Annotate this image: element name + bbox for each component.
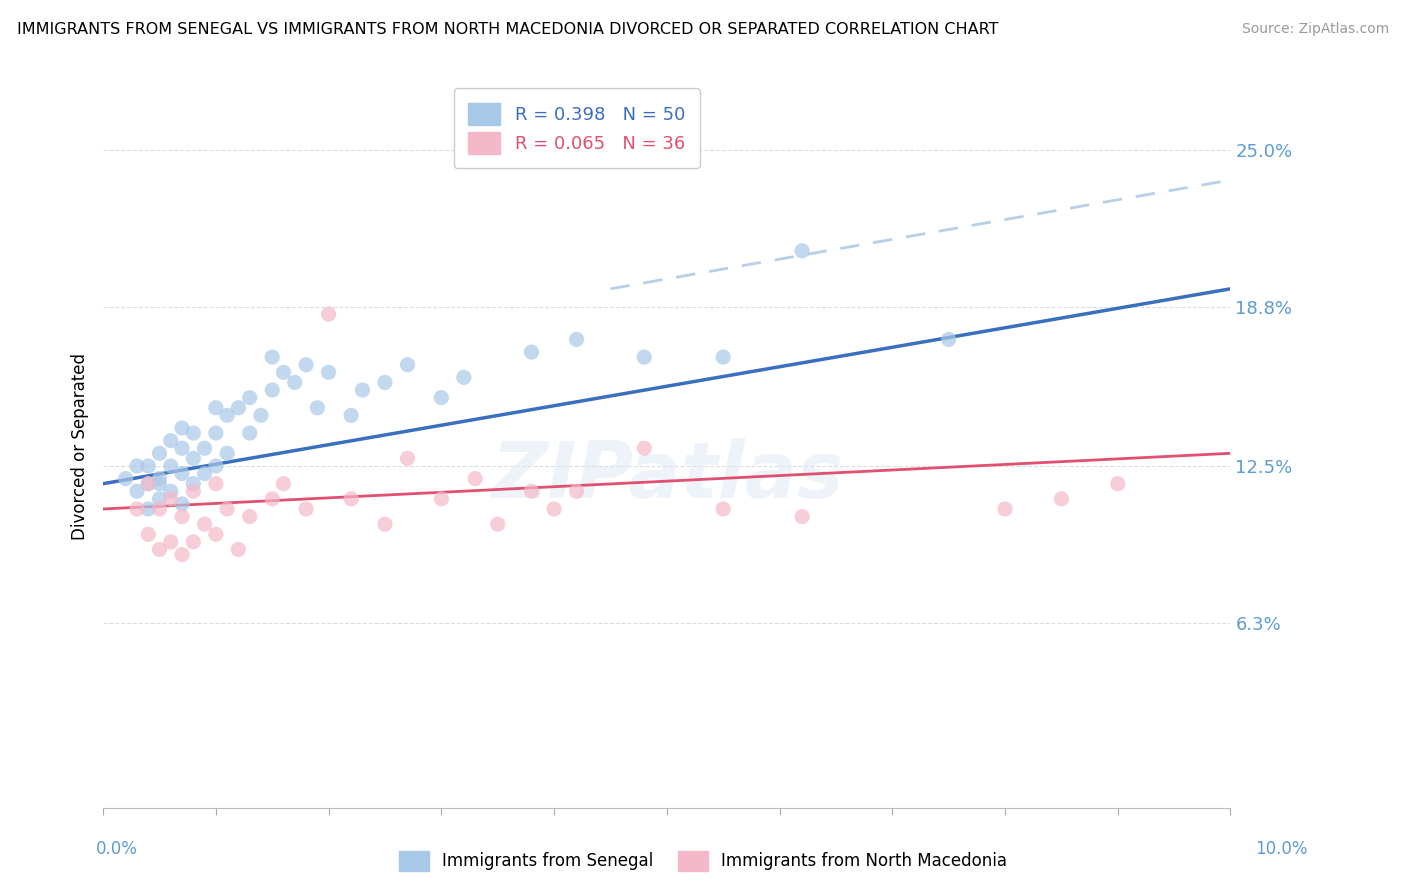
- Point: [284, 376, 307, 390]
- Point: [633, 350, 655, 364]
- Point: [565, 333, 588, 347]
- Point: [136, 476, 159, 491]
- Point: [217, 409, 239, 423]
- Point: [170, 497, 193, 511]
- Text: ZIPatlas: ZIPatlas: [491, 438, 844, 514]
- Point: [543, 502, 565, 516]
- Point: [430, 391, 453, 405]
- Point: [396, 451, 419, 466]
- Point: [307, 401, 329, 415]
- Point: [148, 472, 170, 486]
- Point: [148, 502, 170, 516]
- Point: [114, 472, 136, 486]
- Point: [295, 502, 318, 516]
- Point: [136, 476, 159, 491]
- Point: [340, 491, 363, 506]
- Text: Source: ZipAtlas.com: Source: ZipAtlas.com: [1241, 22, 1389, 37]
- Point: [136, 458, 159, 473]
- Point: [374, 517, 396, 532]
- Point: [633, 442, 655, 456]
- Point: [711, 350, 734, 364]
- Point: [159, 534, 181, 549]
- Point: [273, 365, 295, 379]
- Point: [217, 446, 239, 460]
- Point: [181, 534, 204, 549]
- Point: [170, 548, 193, 562]
- Point: [938, 333, 960, 347]
- Point: [295, 358, 318, 372]
- Point: [318, 307, 340, 321]
- Point: [205, 401, 228, 415]
- Point: [228, 401, 250, 415]
- Point: [159, 434, 181, 448]
- Point: [136, 502, 159, 516]
- Point: [148, 542, 170, 557]
- Point: [159, 491, 181, 506]
- Point: [194, 517, 217, 532]
- Point: [205, 458, 228, 473]
- Point: [159, 484, 181, 499]
- Point: [136, 527, 159, 541]
- Point: [194, 442, 217, 456]
- Point: [340, 409, 363, 423]
- Point: [205, 527, 228, 541]
- Point: [520, 345, 543, 359]
- Point: [520, 484, 543, 499]
- Point: [148, 476, 170, 491]
- Point: [262, 383, 284, 397]
- Point: [486, 517, 509, 532]
- Point: [170, 442, 193, 456]
- Point: [228, 542, 250, 557]
- Point: [994, 502, 1017, 516]
- Point: [159, 458, 181, 473]
- Point: [125, 502, 148, 516]
- Point: [239, 509, 262, 524]
- Point: [181, 451, 204, 466]
- Point: [430, 491, 453, 506]
- Point: [181, 484, 204, 499]
- Point: [318, 365, 340, 379]
- Text: 0.0%: 0.0%: [96, 840, 138, 858]
- Text: 10.0%: 10.0%: [1256, 840, 1308, 858]
- Point: [711, 502, 734, 516]
- Point: [170, 509, 193, 524]
- Point: [464, 472, 486, 486]
- Point: [205, 476, 228, 491]
- Point: [194, 467, 217, 481]
- Point: [790, 509, 813, 524]
- Point: [181, 426, 204, 441]
- Legend: R = 0.398   N = 50, R = 0.065   N = 36: R = 0.398 N = 50, R = 0.065 N = 36: [454, 88, 700, 169]
- Point: [1107, 476, 1129, 491]
- Y-axis label: Divorced or Separated: Divorced or Separated: [72, 353, 89, 541]
- Point: [170, 421, 193, 435]
- Point: [262, 350, 284, 364]
- Point: [170, 467, 193, 481]
- Point: [352, 383, 374, 397]
- Point: [217, 502, 239, 516]
- Point: [205, 426, 228, 441]
- Point: [396, 358, 419, 372]
- Point: [148, 491, 170, 506]
- Point: [1050, 491, 1073, 506]
- Point: [374, 376, 396, 390]
- Point: [565, 484, 588, 499]
- Legend: Immigrants from Senegal, Immigrants from North Macedonia: Immigrants from Senegal, Immigrants from…: [391, 842, 1015, 880]
- Point: [262, 491, 284, 506]
- Point: [148, 446, 170, 460]
- Point: [250, 409, 273, 423]
- Point: [181, 476, 204, 491]
- Point: [125, 458, 148, 473]
- Point: [453, 370, 475, 384]
- Point: [790, 244, 813, 258]
- Point: [273, 476, 295, 491]
- Point: [239, 426, 262, 441]
- Point: [239, 391, 262, 405]
- Point: [125, 484, 148, 499]
- Text: IMMIGRANTS FROM SENEGAL VS IMMIGRANTS FROM NORTH MACEDONIA DIVORCED OR SEPARATED: IMMIGRANTS FROM SENEGAL VS IMMIGRANTS FR…: [17, 22, 998, 37]
